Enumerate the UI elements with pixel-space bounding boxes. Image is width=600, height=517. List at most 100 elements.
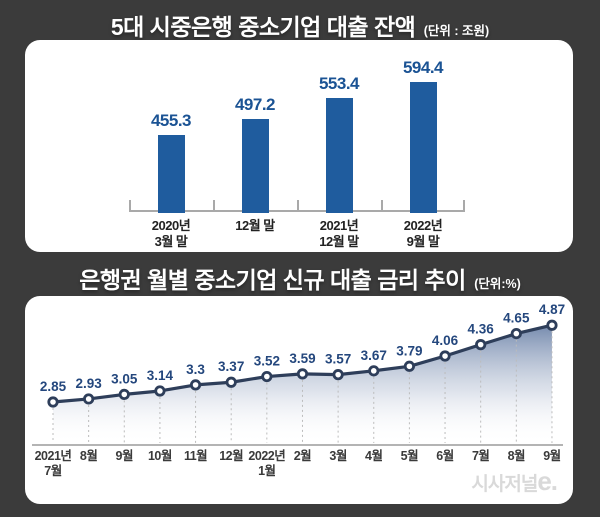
x-tick-label-line: 2021년 xyxy=(34,449,72,463)
data-point-label: 3.37 xyxy=(218,359,244,374)
x-tick-label: 10월 xyxy=(136,449,184,464)
data-point-label: 3.67 xyxy=(361,348,387,363)
bar-value-label: 553.4 xyxy=(318,73,360,93)
data-point-marker xyxy=(368,365,380,377)
data-point-label: 4.87 xyxy=(539,302,565,317)
bar-category-label: 12월 말 xyxy=(207,218,303,234)
line-chart-title-text: 은행권 월별 중소기업 신규 대출 금리 추이 xyxy=(79,267,466,293)
bar-value-label: 594.4 xyxy=(402,58,444,77)
x-tick-label-line: 7월 xyxy=(44,464,62,478)
data-point-label: 3.3 xyxy=(186,362,205,377)
x-tick-label-line: 1월 xyxy=(258,464,276,478)
x-tick-label: 3월 xyxy=(314,449,362,464)
data-point-label: 4.06 xyxy=(432,333,459,348)
x-tick-label-line: 9월 xyxy=(543,449,561,463)
axis-tick xyxy=(463,200,465,212)
x-tick-label: 2월 xyxy=(278,449,326,464)
data-point-marker xyxy=(546,319,558,331)
bar-chart-title: 5대 시중은행 중소기업 대출 잔액 (단위 : 조원) xyxy=(0,8,600,42)
data-point-marker xyxy=(296,368,309,380)
data-point-marker xyxy=(475,339,487,351)
x-tick-label-line: 12월 xyxy=(219,449,244,463)
data-point-label: 3.05 xyxy=(111,371,138,386)
x-tick-label-line: 5월 xyxy=(400,449,419,463)
bar-category-label: 2021년 12월 말 xyxy=(291,218,387,250)
x-tick-label-line: 9월 xyxy=(115,449,134,463)
data-point-label: 3.79 xyxy=(396,343,422,358)
x-tick-label-line: 8월 xyxy=(507,449,526,463)
data-point-label: 3.52 xyxy=(254,354,280,369)
x-tick-label: 12월 xyxy=(207,449,255,464)
x-tick-label-line: 2022년 xyxy=(248,449,286,463)
x-tick-label-line: 7월 xyxy=(471,449,490,463)
line-chart-svg: 2.85 2.93 3.05 3.14 3.3 3.37 3.52 3.59 3.57 3.67 3… xyxy=(32,302,565,446)
data-point-label: 3.57 xyxy=(325,352,351,367)
axis-tick xyxy=(381,200,383,212)
line-chart-title: 은행권 월별 중소기업 신규 대출 금리 추이 (단위:%) xyxy=(0,261,600,295)
x-tick-label-line: 11월 xyxy=(183,449,208,463)
x-tick-label: 6월 xyxy=(421,449,469,464)
bar-category-label-line: 9월 말 xyxy=(406,234,440,249)
data-point-marker xyxy=(154,385,166,397)
axis-tick xyxy=(297,200,299,212)
x-tick-label-line: 2월 xyxy=(293,449,312,463)
x-tick-label: 2021년 7월 xyxy=(29,449,77,479)
bar-category-label-line: 3월 말 xyxy=(154,234,188,249)
x-tick-label: 8월 xyxy=(492,449,540,464)
bar-category-label-line: 12월 말 xyxy=(235,218,275,233)
bar xyxy=(409,82,437,213)
bar-category-label-line: 2020년 xyxy=(151,218,191,233)
x-tick-label: 5월 xyxy=(385,449,433,464)
bar-chart-unit-label: (단위 : 조원) xyxy=(423,24,490,38)
bar-category-label-line: 2021년 xyxy=(319,218,359,233)
bar-category-label-line: 2022년 xyxy=(403,218,443,233)
x-tick-label: 8월 xyxy=(65,449,113,464)
bar-value-label: 455.3 xyxy=(150,110,192,130)
data-point-marker xyxy=(403,360,415,372)
bar-category-label-line: 12월 말 xyxy=(319,234,359,249)
bar-category-label: 2020년 3월 말 xyxy=(123,218,219,250)
data-point-marker xyxy=(439,350,451,362)
data-point-marker xyxy=(225,376,237,388)
line-chart-card: 2.85 2.93 3.05 3.14 3.3 3.37 3.52 3.59 3.57 3.67 3… xyxy=(25,296,573,504)
watermark: 시사저널e. xyxy=(471,466,558,496)
watermark-e-logo: e. xyxy=(537,466,558,496)
x-tick-label-line: 6월 xyxy=(436,449,454,463)
axis-tick xyxy=(129,200,131,212)
x-tick-label-line: 10월 xyxy=(147,449,172,463)
data-point-label: 3.14 xyxy=(147,368,174,383)
x-tick-label-line: 4월 xyxy=(365,449,383,463)
axis-tick xyxy=(213,200,215,212)
data-point-marker xyxy=(47,396,59,408)
data-point-marker xyxy=(261,370,273,383)
line-chart-unit-label: (단위:%) xyxy=(474,277,521,291)
area-fill xyxy=(53,325,552,444)
data-point-marker xyxy=(332,369,344,381)
x-tick-label: 4월 xyxy=(350,449,398,464)
bar xyxy=(325,97,353,213)
bar-category-label: 2022년 9월 말 xyxy=(375,218,471,250)
x-tick-label: 9월 xyxy=(528,449,576,464)
bar-chart-title-text: 5대 시중은행 중소기업 대출 잔액 xyxy=(110,14,416,40)
bar-value-label: 497.2 xyxy=(234,94,276,114)
x-tick-label: 7월 xyxy=(457,449,505,464)
data-point-label: 2.93 xyxy=(75,376,102,391)
data-point-label: 3.59 xyxy=(289,351,315,366)
data-point-marker xyxy=(83,393,95,405)
data-point-label: 2.85 xyxy=(40,379,67,394)
bar xyxy=(241,118,269,213)
x-tick-label-line: 3월 xyxy=(329,449,347,463)
x-tick-label-line: 8월 xyxy=(79,449,98,463)
data-point-marker xyxy=(189,379,202,391)
data-point-label: 4.36 xyxy=(468,322,495,337)
x-tick-label: 11월 xyxy=(172,449,220,464)
data-point-label: 4.65 xyxy=(503,311,530,326)
data-point-marker xyxy=(118,388,130,401)
data-point-marker xyxy=(510,327,522,340)
bar xyxy=(157,134,185,213)
watermark-text: 시사저널 xyxy=(471,474,538,495)
x-tick-label: 9월 xyxy=(100,449,148,464)
x-tick-label: 2022년 1월 xyxy=(243,449,291,479)
